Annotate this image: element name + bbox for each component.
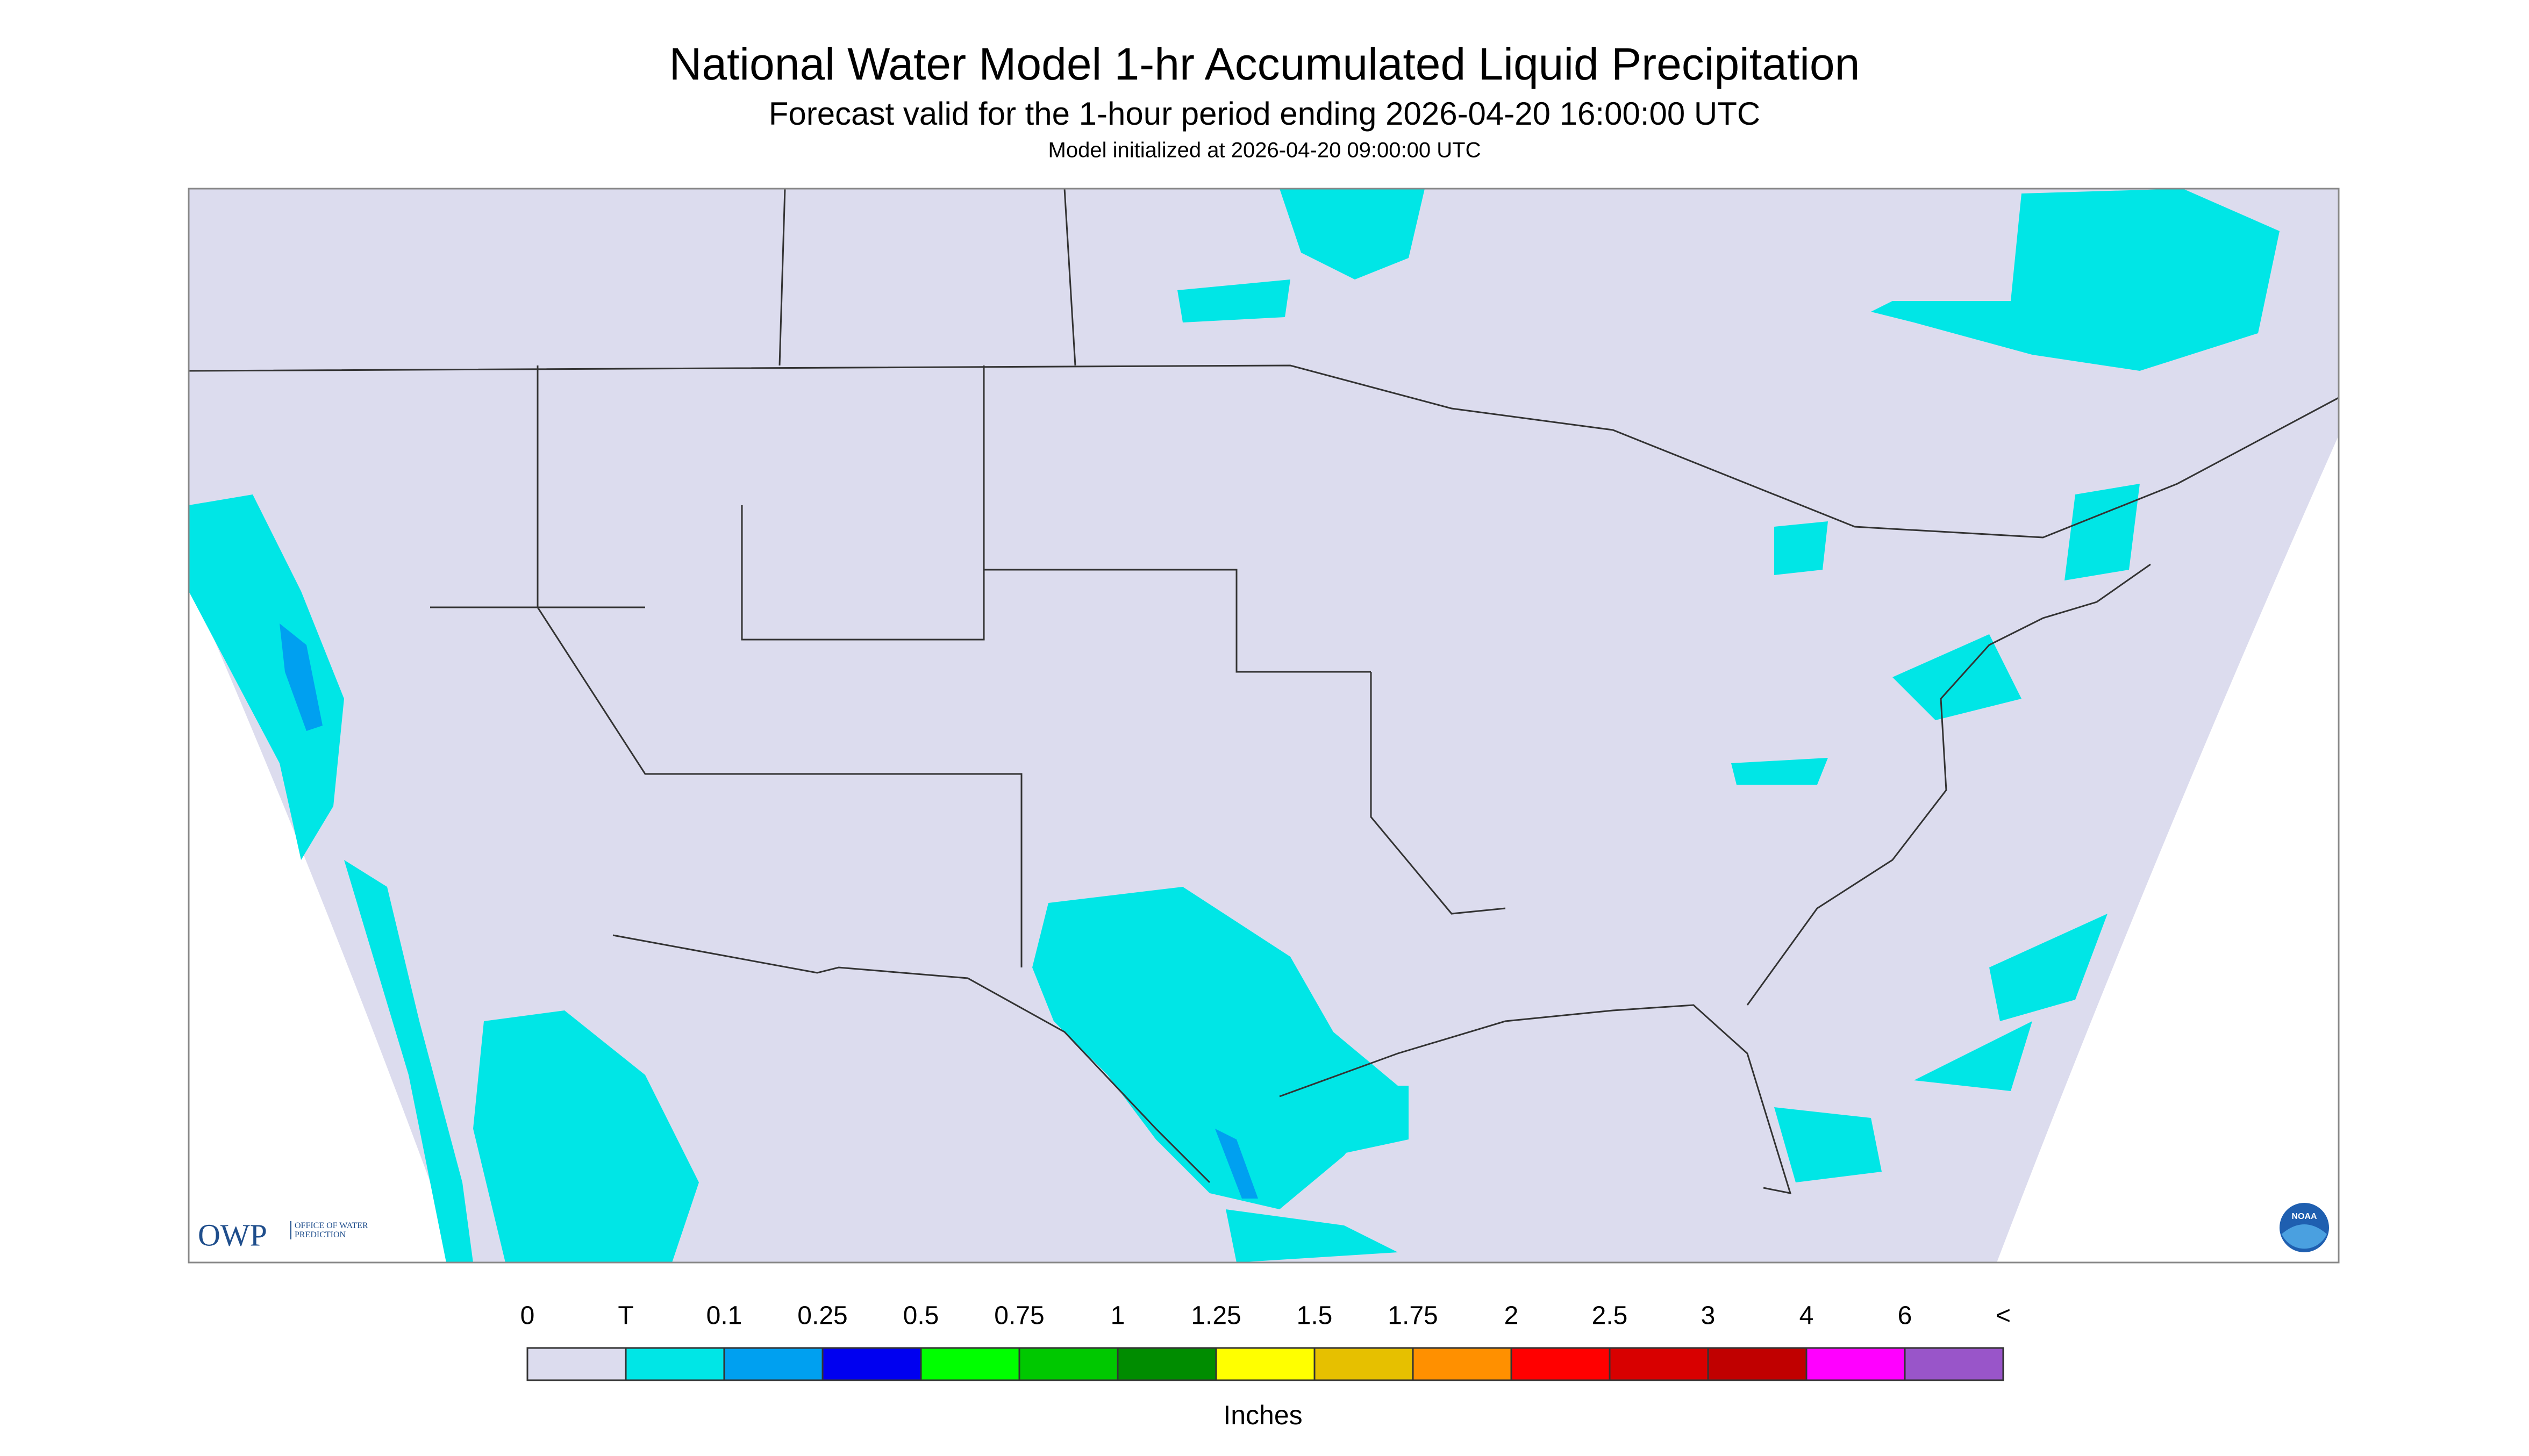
legend-swatch: [1904, 1347, 2004, 1381]
legend-label: 1.25: [1191, 1302, 1241, 1330]
legend-label: 1: [1111, 1302, 1125, 1330]
legend-label: 4: [1799, 1302, 1814, 1330]
owp-logo-text-box: OFFICE OF WATER PREDICTION: [290, 1221, 371, 1239]
legend-swatch: [526, 1347, 627, 1381]
legend-label: 0.25: [797, 1302, 847, 1330]
noaa-logo-wave: [2282, 1224, 2327, 1249]
legend-swatch: [723, 1347, 824, 1381]
legend-label: 0.5: [903, 1302, 939, 1330]
owp-logo-text: OFFICE OF WATER PREDICTION: [290, 1221, 371, 1239]
legend-swatch: [1805, 1347, 1906, 1381]
boundaries: [188, 188, 2339, 1194]
legend-swatch: [1215, 1347, 1316, 1381]
legend-units: Inches: [1223, 1400, 1302, 1430]
legend-label: 2.5: [1592, 1302, 1628, 1330]
legend-swatch: [1117, 1347, 1217, 1381]
legend-label: 0: [520, 1302, 535, 1330]
legend-label: 0.75: [994, 1302, 1044, 1330]
legend-label: T: [618, 1302, 633, 1330]
noaa-logo-text: NOAA: [2291, 1212, 2317, 1221]
legend-label: 6: [1898, 1302, 1912, 1330]
legend-swatch: [1018, 1347, 1119, 1381]
legend-swatch: [821, 1347, 922, 1381]
legend-swatch: [625, 1347, 725, 1381]
map-domain: [189, 189, 2339, 1263]
legend-swatch: [1412, 1347, 1512, 1381]
legend-label: 0.1: [706, 1302, 742, 1330]
legend-label: <: [1996, 1302, 2011, 1330]
legend-label: 1.5: [1297, 1302, 1333, 1330]
legend-swatch: [1707, 1347, 1808, 1381]
precip-areas-heavier: [280, 623, 1258, 1199]
legend-label: 3: [1701, 1302, 1716, 1330]
legend: 0 T 0.1 0.25 0.5 0.75 1 1.25 1.5 1.75 2 2.5 3 4 6 <: [520, 1302, 2011, 1381]
precip-areas: [189, 189, 2280, 1263]
map: OWP OFFICE OF WATER PREDICTION NOAA: [188, 188, 2340, 1264]
legend-swatch: [1510, 1347, 1611, 1381]
legend-swatch: [1609, 1347, 1709, 1381]
legend-label: 1.75: [1388, 1302, 1438, 1330]
legend-label: 2: [1504, 1302, 1519, 1330]
init-time: Model initialized at 2026-04-20 09:00:00…: [1048, 139, 1481, 162]
subtitle: Forecast valid for the 1-hour period end…: [769, 96, 1760, 132]
legend-swatch: [1313, 1347, 1414, 1381]
title: National Water Model 1-hr Accumulated Li…: [669, 39, 1860, 89]
map-frame: [188, 188, 2340, 1264]
legend-swatch: [920, 1347, 1020, 1381]
owp-logo: OWP: [198, 1217, 267, 1252]
